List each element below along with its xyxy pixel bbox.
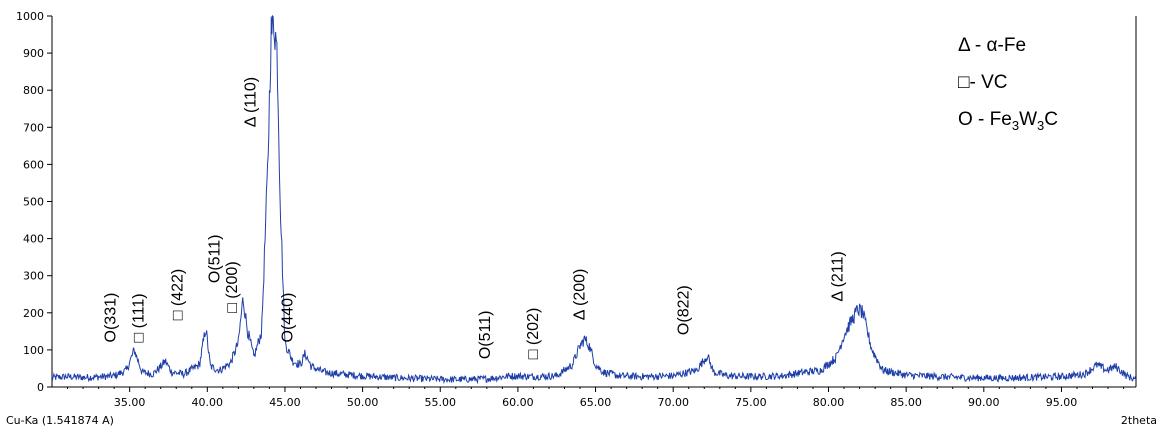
x-tick-label: 85.00 (890, 396, 922, 409)
y-tick-label: 800 (23, 84, 44, 97)
x-tick-label: 35.00 (114, 396, 146, 409)
peak-annotation: Δ (110) (242, 77, 259, 127)
peak-annotation: O(511) (207, 235, 224, 284)
y-tick-label: 0 (37, 381, 44, 394)
peak-annotation: O(511) (477, 311, 494, 360)
y-tick-label: 900 (23, 47, 44, 60)
y-tick-label: 100 (23, 344, 44, 357)
legend-entry-fe3w3c: O - Fe3W3C (958, 109, 1058, 133)
y-tick-label: 600 (23, 158, 44, 171)
x-tick-label: 40.00 (192, 396, 224, 409)
x-axis-ticks: 35.00 40.00 45.00 50.00 55.00 60.00 65.00 70.00… (67, 387, 1125, 409)
peak-annotation: □ (422) (169, 269, 186, 320)
peak-annotation: O(440) (280, 293, 297, 343)
x-tick-label: 70.00 (657, 396, 689, 409)
legend-entry-alpha-fe: Δ - α-Fe (958, 35, 1026, 56)
legend-entry-fe3w3c-mid: W (1019, 109, 1037, 130)
legend-entry-vc: □- VC (958, 72, 1007, 93)
y-tick-label: 700 (23, 121, 44, 134)
peak-annotations: Δ (110)O(331) □ (111) □ (422)O(511)□ (200)… (103, 77, 847, 359)
legend-entry-fe3w3c-sub1: 3 (1012, 118, 1019, 133)
y-tick-label: 500 (23, 196, 44, 209)
peak-annotation: □ (202) (525, 308, 542, 359)
peak-annotation: □ (200) (224, 261, 241, 312)
peak-annotation: Δ (200) (572, 269, 589, 321)
y-tick-label: 300 (23, 270, 44, 283)
x-tick-label: 45.00 (269, 396, 301, 409)
x-tick-label: 60.00 (502, 396, 534, 409)
x-tick-label: 80.00 (813, 396, 845, 409)
x-tick-label: 90.00 (968, 396, 1000, 409)
y-tick-label: 400 (23, 233, 44, 246)
legend-entry-fe3w3c-sub2: 3 (1037, 118, 1044, 133)
x-axis-label: 2theta (1120, 414, 1157, 427)
x-tick-label: 50.00 (347, 396, 379, 409)
legend-entry-fe3w3c-suffix: C (1044, 109, 1058, 130)
peak-annotation: Δ (211) (829, 251, 846, 301)
series-line (51, 14, 1137, 385)
legend: Δ - α-Fe □- VC O - Fe3W3C (958, 35, 1058, 133)
source-label: Cu-Ka (1.541874 A) (6, 414, 114, 427)
peak-annotation: O(822) (676, 285, 693, 335)
y-axis-ticks: 0 100 200 300 400 500 600 700 800 900 1000 (16, 10, 52, 394)
x-tick-label: 75.00 (735, 396, 767, 409)
x-tick-label: 55.00 (425, 396, 457, 409)
legend-entry-fe3w3c-prefix: O - Fe (958, 109, 1012, 130)
y-tick-label: 200 (23, 307, 44, 320)
peak-annotation: □ (111) (131, 293, 148, 342)
peak-annotation: O(331) (103, 293, 120, 343)
x-tick-label: 65.00 (580, 396, 612, 409)
x-tick-label: 95.00 (1046, 396, 1078, 409)
y-tick-label: 1000 (16, 10, 44, 23)
